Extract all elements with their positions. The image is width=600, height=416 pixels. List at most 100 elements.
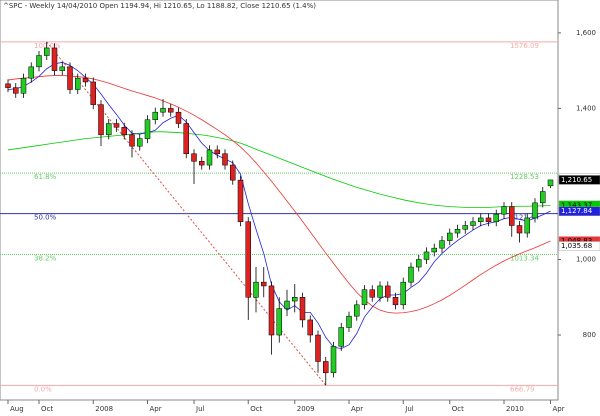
candle-body — [191, 153, 197, 162]
candle-body — [454, 229, 461, 234]
candle-body — [447, 232, 453, 241]
x-tick-label: Aug — [10, 405, 24, 413]
candle-body — [51, 47, 58, 71]
candle-body — [540, 191, 546, 204]
candle-body — [67, 66, 73, 90]
x-tick-label: Jul — [404, 405, 414, 413]
candle-body — [199, 161, 205, 166]
chart-title: ^SPC - Weekly 14/04/2010 Open 1194.94, H… — [3, 2, 316, 10]
candle-body — [462, 225, 468, 230]
moving-average — [7, 75, 551, 314]
candle-body — [206, 149, 213, 166]
candle-body — [129, 134, 135, 147]
price-tag-label: 1,143.37 — [561, 201, 592, 209]
price-tag-label: 1,127.84 — [561, 207, 593, 215]
candle-body — [416, 259, 422, 268]
candle-body — [307, 319, 313, 336]
candle-body — [144, 119, 151, 139]
candle-body — [423, 251, 430, 260]
candle-body — [299, 297, 306, 321]
y-tick-label: 1,400 — [576, 104, 596, 112]
x-tick-label: Oct — [250, 405, 262, 413]
candle-body — [470, 221, 476, 226]
candle-body — [292, 297, 298, 302]
candle-body — [346, 315, 352, 328]
candle-body — [509, 206, 515, 226]
candle-body — [431, 247, 437, 253]
fib-label: 61.8% — [34, 173, 57, 181]
x-tick-label: 2008 — [95, 405, 113, 413]
candle-body — [338, 327, 344, 347]
x-tick-label: Apr — [553, 405, 565, 413]
candle-body — [547, 179, 554, 187]
candle-body — [493, 213, 499, 222]
x-tick-label: 2009 — [297, 405, 315, 413]
x-tick-label: 2010 — [506, 405, 524, 413]
y-tick-label: 1,600 — [576, 29, 596, 37]
candle-body — [183, 123, 189, 154]
candle-body — [253, 281, 259, 298]
candle-body — [524, 217, 530, 234]
candle-body — [13, 87, 19, 94]
candle-body — [152, 111, 158, 120]
candle-body — [90, 81, 96, 105]
candle-body — [222, 153, 228, 166]
x-tick-label: Apr — [150, 405, 162, 413]
candle-body — [532, 202, 538, 219]
x-tick-label: Oct — [41, 405, 53, 413]
candle-body — [121, 127, 127, 136]
moving-average — [7, 131, 551, 208]
fib-price-label: 1013.34 — [510, 254, 539, 262]
candle-body — [160, 108, 166, 113]
price-tag — [558, 241, 600, 251]
candle-body — [385, 285, 391, 298]
fib-price-label: 1576.09 — [510, 42, 539, 50]
candle-body — [113, 123, 120, 128]
candle-body — [323, 361, 329, 374]
candle-body — [485, 217, 492, 222]
candle-body — [36, 55, 42, 68]
fib-label: 100.0% — [34, 42, 61, 50]
candle-body — [106, 123, 112, 136]
candle-body — [44, 47, 50, 56]
candle-body — [28, 66, 34, 79]
x-tick-label: Oct — [452, 405, 464, 413]
candle-body — [276, 308, 282, 336]
fib-price-label: 1121.44 — [510, 214, 539, 222]
candle-body — [98, 104, 104, 136]
y-tick-label: 1,000 — [576, 255, 596, 263]
candle-body — [516, 225, 523, 234]
candle-body — [75, 77, 81, 90]
price-tag — [558, 206, 600, 216]
candle-body — [354, 304, 360, 317]
fib-label: 38.2% — [34, 254, 57, 262]
candle-body — [315, 334, 321, 362]
candle-body — [369, 289, 375, 298]
price-tag-label: 1,210.65 — [561, 176, 592, 184]
candle-body — [245, 221, 251, 298]
price-tag-label: 1,048.83 — [561, 237, 592, 245]
y-tick-label: 800 — [583, 331, 596, 339]
candle-body — [439, 240, 445, 249]
candle-body — [237, 179, 244, 222]
candle-body — [284, 300, 290, 309]
candle-body — [501, 206, 507, 215]
x-tick-label: Jul — [195, 405, 205, 413]
candle-body — [361, 289, 368, 306]
candle-body — [214, 149, 220, 154]
candle-body — [377, 285, 383, 298]
fib-label: 0.0% — [34, 385, 52, 393]
candle-body — [230, 164, 236, 181]
candle-body — [408, 266, 414, 283]
candle-body — [59, 66, 65, 71]
candle-body — [20, 77, 27, 94]
fib-price-label: 1228.53 — [510, 173, 539, 181]
candle-body — [137, 138, 143, 147]
candle-body — [330, 346, 337, 374]
candle-body — [478, 217, 484, 222]
candle-body — [261, 281, 267, 287]
candle-body — [168, 108, 174, 113]
candle-body — [5, 83, 11, 88]
candle-body — [400, 281, 406, 306]
